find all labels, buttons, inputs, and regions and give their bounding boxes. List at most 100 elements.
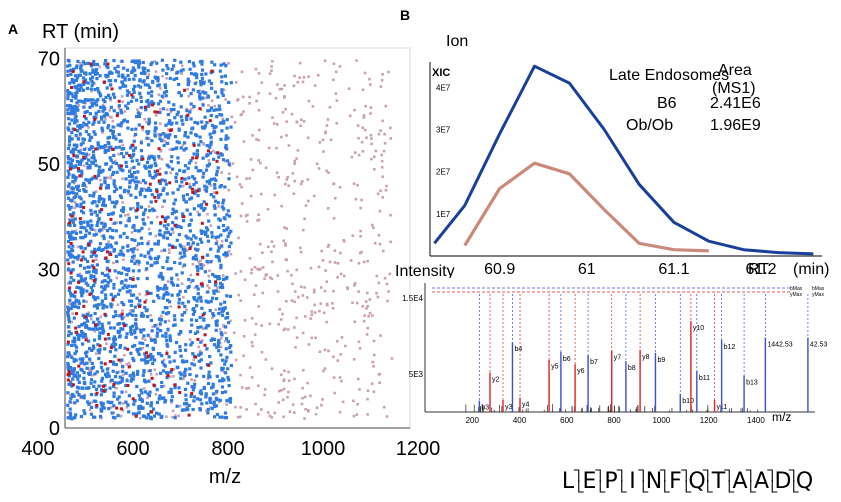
scatter-point: [157, 154, 161, 159]
scatter-point: [98, 145, 103, 149]
scatter-point: [145, 276, 149, 281]
scatter-point: [69, 72, 73, 77]
scatter-point: [390, 357, 394, 360]
scatter-point: [207, 274, 211, 278]
scatter-point: [84, 185, 88, 189]
scatter-point: [149, 352, 153, 356]
scatter-point: [125, 93, 129, 97]
scatter-point: [153, 261, 157, 265]
scatter-point: [385, 415, 389, 418]
scatter-point: [109, 212, 114, 216]
scatter-point: [91, 150, 96, 154]
scatter-point: [114, 145, 118, 150]
scatter-point: [229, 125, 233, 129]
scatter-point: [89, 98, 93, 102]
scatter-point: [167, 248, 171, 251]
scatter-point: [196, 90, 200, 94]
scatter-point: [201, 230, 205, 234]
scatter-point: [231, 162, 235, 165]
scatter-point: [208, 109, 212, 113]
scatter-point: [163, 364, 167, 368]
scatter-point: [352, 358, 356, 361]
scatter-point: [66, 361, 70, 366]
scatter-point: [155, 215, 159, 219]
scatter-point: [79, 221, 83, 225]
scatter-point: [117, 164, 121, 168]
scatter-point: [116, 329, 120, 333]
scatter-point: [106, 371, 110, 375]
scatter-point: [115, 406, 119, 410]
scatter-point: [67, 315, 71, 320]
scatter-point: [129, 303, 133, 308]
scatter-point: [163, 292, 168, 296]
scatter-point: [215, 374, 219, 378]
scatter-point: [255, 138, 258, 141]
scatter-point: [164, 399, 168, 403]
scatter-point: [83, 98, 87, 102]
scatter-point: [137, 411, 141, 415]
scatter-point: [375, 292, 378, 295]
scatter-point: [71, 95, 75, 99]
scatter-point: [169, 280, 174, 284]
scatter-point: [364, 300, 368, 303]
scatter-point: [149, 314, 152, 317]
scatter-point: [266, 207, 270, 211]
scatter-y-tick-50: 50: [38, 154, 60, 176]
scatter-point: [138, 190, 142, 194]
scatter-point: [66, 282, 70, 285]
scatter-point: [259, 161, 262, 165]
scatter-point: [173, 116, 177, 120]
scatter-point: [187, 60, 191, 64]
scatter-point: [107, 195, 112, 199]
scatter-point: [77, 254, 81, 258]
peptide-y-bracket: [788, 469, 795, 482]
scatter-point: [130, 70, 134, 74]
scatter-point: [162, 248, 167, 252]
scatter-point: [377, 132, 381, 136]
scatter-point: [253, 333, 257, 337]
scatter-point: [69, 379, 73, 383]
scatter-point: [209, 224, 213, 227]
scatter-point: [165, 236, 170, 240]
scatter-point: [175, 404, 179, 408]
scatter-point: [149, 63, 153, 67]
scatter-point: [214, 404, 219, 408]
scatter-point: [177, 386, 181, 390]
scatter-point: [97, 169, 101, 173]
scatter-point: [219, 63, 223, 67]
scatter-point: [302, 76, 306, 79]
scatter-point: [81, 331, 85, 335]
scatter-point: [192, 152, 196, 156]
scatter-point: [360, 250, 363, 254]
scatter-point: [82, 304, 86, 308]
scatter-point: [119, 281, 124, 285]
scatter-point: [124, 214, 127, 217]
scatter-point: [109, 302, 113, 306]
scatter-point: [149, 94, 154, 98]
scatter-point: [69, 381, 73, 385]
scatter-point: [95, 213, 99, 217]
scatter-point: [98, 65, 101, 69]
scatter-point: [93, 247, 97, 251]
scatter-point: [147, 379, 151, 383]
scatter-point: [225, 403, 228, 406]
scatter-point: [131, 371, 135, 375]
scatter-point: [206, 411, 210, 415]
scatter-point: [80, 169, 84, 173]
scatter-point: [147, 394, 151, 398]
scatter-point: [215, 159, 219, 163]
scatter-point: [170, 121, 174, 125]
scatter-point: [69, 237, 73, 241]
scatter-point: [314, 336, 317, 340]
scatter-point: [186, 77, 190, 81]
scatter-point: [66, 342, 70, 346]
scatter-point: [194, 236, 198, 240]
scatter-point: [365, 136, 368, 139]
scatter-point: [113, 294, 117, 298]
scatter-point: [91, 344, 96, 348]
scatter-point: [181, 219, 186, 223]
scatter-point: [117, 370, 121, 374]
scatter-point: [221, 93, 225, 97]
scatter-point: [146, 413, 150, 417]
scatter-point: [212, 400, 216, 404]
